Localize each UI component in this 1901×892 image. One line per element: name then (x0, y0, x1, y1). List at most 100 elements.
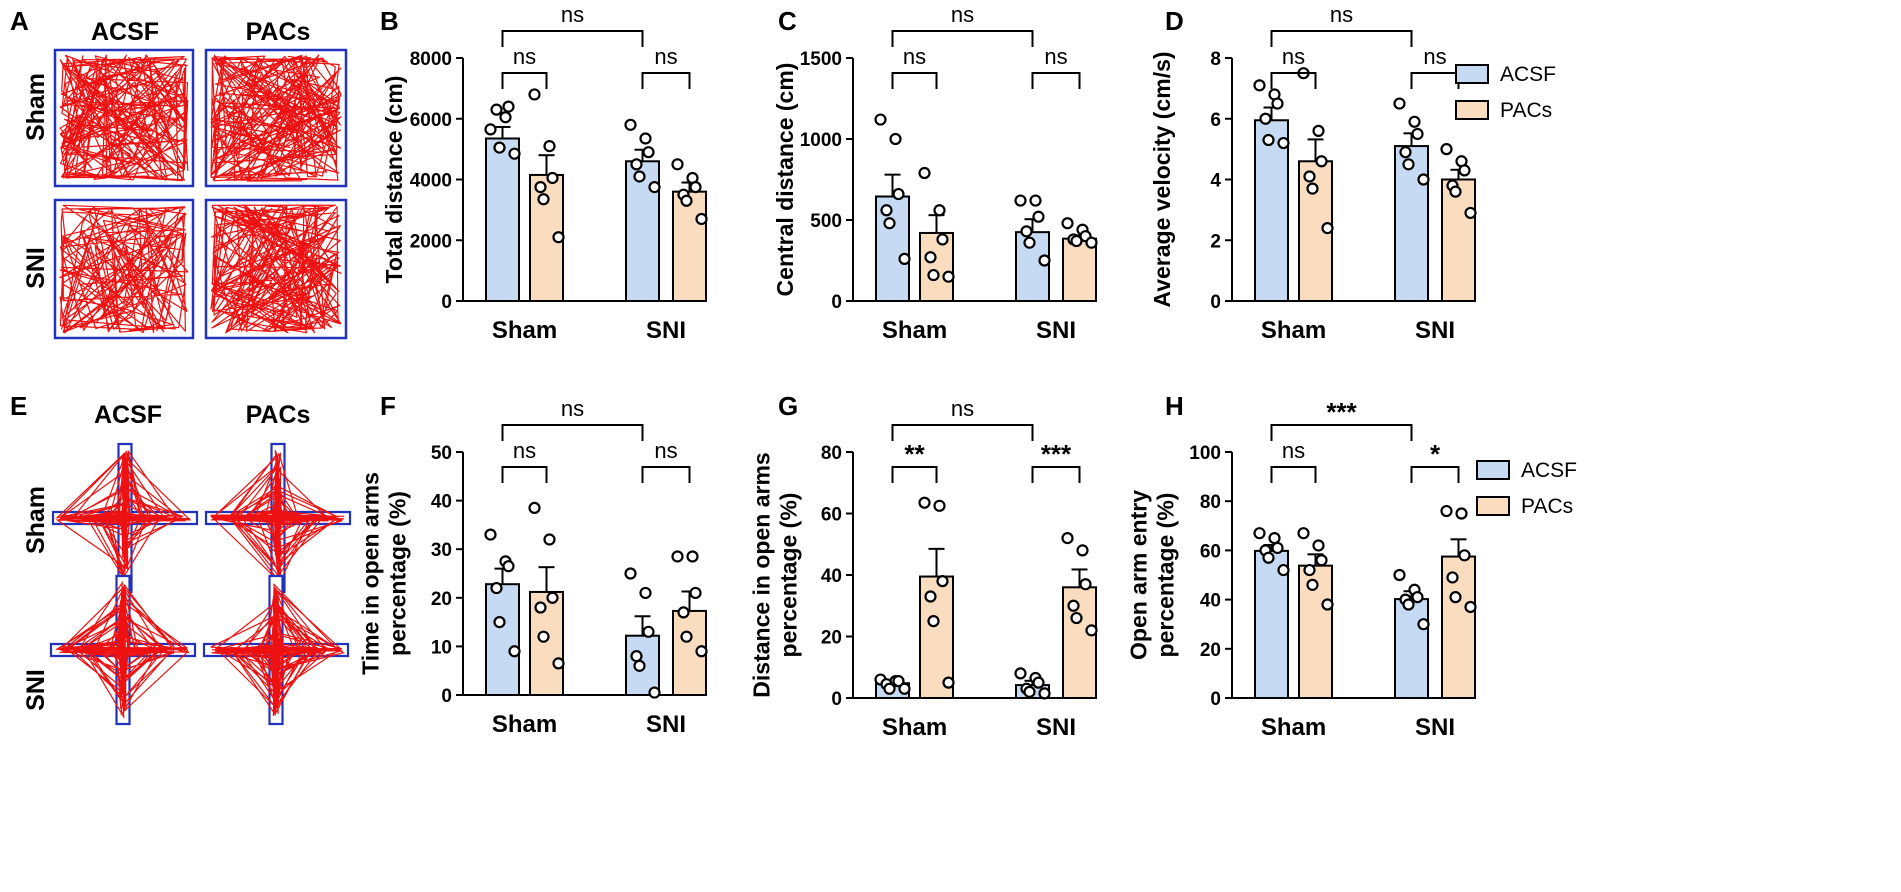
significance-bracket (1270, 72, 1317, 89)
data-point (648, 686, 661, 699)
data-point (546, 591, 559, 604)
y-tick-label: 0 (831, 689, 842, 710)
chart-panel-f: F 0 10 20 30 40 50 Time in open arms percentage … (358, 391, 708, 738)
y-tick-label: 40 (821, 566, 842, 587)
data-point (1277, 136, 1290, 150)
movement-track (209, 450, 345, 584)
panel-letter: H (1165, 391, 1184, 421)
significance-bracket (501, 72, 548, 89)
significance-label: ns (951, 2, 974, 27)
data-point (1032, 676, 1045, 689)
significance-label: ns (903, 44, 926, 69)
significance-bracket (1270, 30, 1413, 47)
track-panel-a: A ACSF PACs Sham SNI (10, 6, 348, 340)
data-point (1268, 531, 1281, 545)
row-title: SNI (22, 669, 50, 711)
data-point (1393, 97, 1406, 110)
data-point (1306, 182, 1319, 195)
data-point (1464, 600, 1477, 614)
data-point (1253, 527, 1266, 540)
data-point (502, 560, 515, 573)
data-point (1303, 170, 1316, 183)
data-point (1449, 185, 1462, 198)
data-point (1076, 544, 1089, 557)
data-point (927, 615, 940, 628)
y-tick-label: 20 (821, 628, 842, 649)
y-tick-label: 0 (831, 292, 842, 313)
data-point (1061, 531, 1074, 545)
y-axis-label: percentage (%) (776, 493, 802, 658)
data-point (1023, 236, 1036, 249)
significance-label: ns (1044, 44, 1067, 69)
data-point (1085, 624, 1098, 637)
significance-label: ns (654, 44, 677, 69)
movement-track (210, 54, 342, 182)
data-point (1085, 236, 1098, 249)
category-label: SNI (1415, 317, 1455, 344)
data-point (1449, 591, 1462, 604)
data-point (671, 158, 684, 171)
data-point (686, 550, 699, 563)
movement-track (55, 450, 192, 582)
data-point (1262, 133, 1275, 147)
y-tick-label: 0 (1210, 689, 1221, 710)
data-point (1312, 124, 1325, 137)
panel-letter: A (10, 6, 29, 36)
legend-swatch-acsf (1455, 64, 1489, 84)
data-point (508, 645, 521, 658)
significance-bracket (501, 466, 548, 483)
significance-label: ** (904, 439, 925, 469)
data-point (924, 251, 937, 264)
y-tick-label: 1000 (800, 130, 842, 151)
y-tick-label: 100 (1189, 443, 1221, 464)
column-title: PACs (246, 401, 311, 429)
y-axis-label: Total distance (cm) (381, 76, 407, 284)
bar-pacs-sni (1062, 237, 1097, 303)
column-title: ACSF (94, 401, 162, 429)
column-title: ACSF (91, 18, 159, 46)
data-point (1458, 164, 1471, 177)
data-point (484, 528, 497, 541)
data-point (1411, 591, 1424, 604)
data-point (1297, 527, 1310, 540)
significance-label: *** (1326, 397, 1357, 427)
y-tick-label: 8 (1210, 49, 1221, 70)
data-point (493, 141, 506, 154)
data-point (633, 659, 646, 672)
y-tick-label: 50 (431, 443, 452, 464)
panel-letter: G (778, 391, 798, 421)
y-axis-label: Central distance (cm) (772, 63, 798, 297)
data-point (1079, 578, 1092, 591)
data-point (1402, 598, 1415, 611)
data-point (1440, 143, 1453, 156)
data-point (552, 231, 565, 244)
data-point (695, 212, 708, 226)
y-axis-label: percentage (%) (385, 491, 411, 656)
significance-bracket (641, 72, 691, 89)
data-point (546, 171, 559, 185)
bar-acsf-sham (875, 195, 910, 302)
data-point (942, 270, 955, 283)
data-point (1402, 158, 1415, 171)
significance-bracket (1270, 466, 1317, 483)
data-point (936, 575, 949, 588)
significance-bracket (1031, 72, 1081, 89)
data-point (1038, 687, 1051, 700)
data-point (1455, 507, 1468, 520)
data-point (874, 113, 887, 126)
movement-track (210, 583, 345, 717)
data-point (898, 682, 911, 695)
data-point (1440, 504, 1453, 518)
y-tick-label: 8000 (410, 49, 452, 70)
significance-bracket (1410, 72, 1460, 89)
data-point (648, 180, 661, 194)
legend-label: PACs (1500, 99, 1552, 122)
data-point (927, 268, 940, 282)
data-point (689, 180, 702, 194)
y-tick-label: 80 (821, 443, 842, 464)
bar-acsf-sham (485, 583, 520, 697)
data-point (1411, 127, 1424, 141)
significance-bracket (1270, 424, 1413, 441)
y-tick-label: 6 (1210, 110, 1221, 131)
